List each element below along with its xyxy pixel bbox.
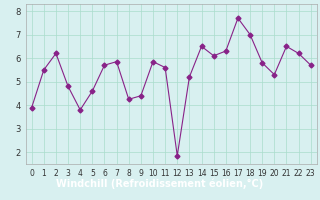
Text: Windchill (Refroidissement éolien,°C): Windchill (Refroidissement éolien,°C) — [56, 179, 264, 189]
